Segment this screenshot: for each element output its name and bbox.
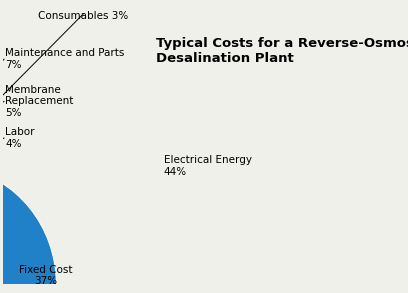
Text: Typical Costs for a Reverse-Osmosis
Desalination Plant: Typical Costs for a Reverse-Osmosis Desa… [155,37,408,64]
Text: Maintenance and Parts
7%: Maintenance and Parts 7% [5,48,125,70]
Text: Labor
4%: Labor 4% [5,127,35,149]
Wedge shape [0,166,56,293]
Text: Electrical Energy
44%: Electrical Energy 44% [164,155,252,177]
Text: Membrane
Replacement
5%: Membrane Replacement 5% [5,85,74,118]
Text: Fixed Cost
37%: Fixed Cost 37% [19,265,72,286]
Text: Consumables 3%: Consumables 3% [38,11,128,21]
